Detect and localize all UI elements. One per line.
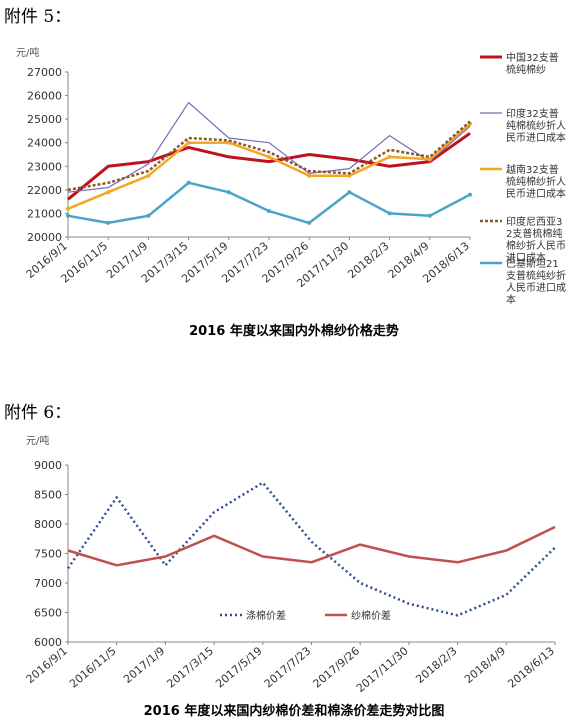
legend-label-4: 2支普梳棉纯 (506, 227, 562, 240)
series-line-1 (66, 481, 556, 617)
y-tick-label: 6000 (34, 636, 62, 649)
series-3-point (267, 154, 271, 159)
x-tick-label: 2016/11/5 (67, 644, 119, 690)
legend-label-2: 纯棉梳纱折人 (506, 119, 566, 132)
series-5-point (387, 211, 392, 216)
series-3-point (186, 140, 191, 145)
series-3-point (307, 173, 312, 178)
series-3-point (146, 173, 151, 178)
x-tick-label: 2017/7/23 (262, 644, 314, 690)
legend-label-1: 涤棉价差 (246, 609, 286, 622)
series-line-2 (67, 525, 556, 567)
legend-label-2: 民币进口成本 (506, 131, 566, 144)
y-tick-label: 20000 (27, 231, 62, 244)
legend-label-4: 棉纱折人民币 (506, 239, 566, 252)
chart1-unit-label: 元/吨 (16, 48, 40, 59)
series-5-point (307, 220, 312, 225)
series-3-point (347, 173, 352, 178)
series-5-point (267, 209, 271, 214)
attachment-5-label: 附件 5： (4, 7, 72, 27)
y-tick-label: 24000 (27, 137, 62, 150)
legend-label-2: 纱棉价差 (351, 609, 391, 622)
legend-label-2: 印度32支普 (506, 107, 559, 120)
x-tick-label: 2017/11/30 (354, 644, 411, 695)
series-5-point (106, 220, 111, 225)
series-5-point (347, 190, 352, 195)
series-3-point (427, 157, 432, 162)
y-tick-label: 9000 (34, 459, 62, 472)
legend-label-5: 巴基斯坦21 (506, 257, 559, 270)
legend-label-1: 梳纯棉纱 (506, 63, 546, 76)
chart1-title: 2016 年度以来国内外棉纱价格走势 (189, 324, 399, 339)
legend-label-3: 梳纯棉纱折人 (506, 175, 566, 188)
x-tick-label: 2016/9/1 (24, 644, 70, 686)
legend-label-5: 人民币进口成 (506, 282, 566, 294)
x-tick-label: 2017/5/19 (213, 644, 265, 690)
series-line-5 (67, 181, 471, 225)
series-line-2 (67, 102, 471, 193)
y-tick-label: 7500 (34, 548, 62, 561)
legend-label-3: 民币进口成本 (506, 187, 566, 200)
legend-label-4: 进口成本 (506, 251, 546, 264)
y-tick-label: 22000 (27, 184, 62, 197)
y-tick-label: 8500 (34, 489, 62, 502)
series-5-point (146, 213, 151, 218)
y-tick-label: 6500 (34, 607, 62, 620)
legend-label-5: 本 (506, 293, 516, 306)
y-tick-label: 25000 (27, 113, 62, 126)
series-line-3 (67, 122, 471, 210)
y-tick-label: 7000 (34, 577, 62, 590)
chart2-title: 2016 年度以来国内纱棉价差和棉涤价差走势对比图 (143, 704, 445, 719)
y-tick-label: 23000 (27, 160, 62, 173)
x-tick-label: 2017/1/9 (121, 644, 167, 686)
x-tick-label: 2018/4/9 (462, 644, 508, 686)
series-3-point (66, 206, 70, 211)
series-5-point (468, 192, 472, 197)
legend-label-3: 越南32支普 (506, 163, 559, 176)
attachment-6-label: 附件 6： (4, 403, 72, 423)
chart2-unit-label: 元/吨 (26, 436, 50, 447)
series-5-point (66, 213, 70, 218)
chart1-price-trend: 20000 21000 22000 23000 24000 25000 26000 27000… (24, 51, 566, 306)
x-tick-label: 2018/2/3 (413, 644, 459, 686)
legend-label-1: 中国32支普 (506, 51, 559, 64)
y-tick-label: 27000 (27, 66, 62, 79)
y-tick-label: 21000 (27, 207, 62, 220)
series-line-4 (67, 120, 471, 192)
x-tick-label: 2018/2/3 (345, 239, 391, 281)
x-tick-label: 2018/6/13 (505, 644, 557, 690)
legend-label-5: 支普梳纯纱折 (506, 269, 566, 282)
y-tick-label: 8000 (34, 518, 62, 531)
series-5-point (427, 213, 432, 218)
chart2-spread-trend: 6000 6500 7000 7500 8000 8500 9000 2016/9/12016… (24, 459, 557, 695)
series-line-1 (67, 132, 471, 201)
x-tick-label: 2017/3/15 (164, 644, 216, 690)
series-3-point (387, 154, 392, 159)
legend-label-4: 印度尼西亚3 (506, 215, 562, 228)
series-3-point (106, 190, 111, 195)
series-5-point (186, 180, 191, 185)
series-5-point (226, 190, 231, 195)
y-tick-label: 26000 (27, 90, 62, 103)
